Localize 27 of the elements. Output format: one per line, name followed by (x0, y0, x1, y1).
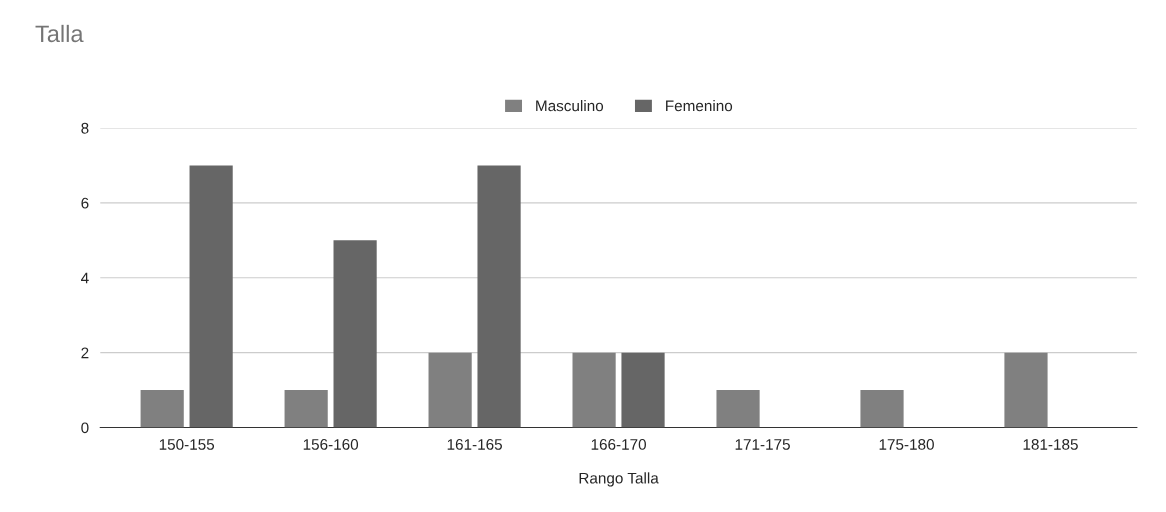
x-tick-label: 150-155 (159, 439, 215, 450)
x-tick-label: 156-160 (303, 439, 359, 450)
bar (572, 352, 616, 428)
bar (716, 390, 760, 428)
x-tick-label: 166-170 (591, 439, 646, 450)
legend-label: Masculino (536, 100, 604, 112)
bar (860, 390, 904, 428)
y-tick-label: 4 (81, 272, 89, 284)
x-tick-label: 171-175 (735, 439, 790, 450)
y-tick-label: 2 (81, 347, 89, 359)
bar (428, 352, 472, 428)
bar (477, 165, 521, 428)
y-tick-label: 8 (81, 122, 89, 134)
x-tick-label: 161-165 (447, 439, 502, 450)
bar (189, 165, 233, 428)
bar (333, 240, 377, 428)
bar (140, 390, 184, 428)
x-axis-title: Rango Talla (579, 472, 659, 487)
bar (1004, 352, 1048, 428)
y-tick-label: 6 (81, 197, 89, 209)
chart-title: Talla (35, 24, 84, 43)
legend-label: Femenino (666, 100, 733, 112)
y-tick-label: 0 (81, 422, 89, 434)
bar (284, 390, 328, 428)
bar (621, 352, 665, 428)
x-tick-label: 175-180 (879, 439, 934, 450)
x-tick-label: 181-185 (1023, 439, 1078, 450)
